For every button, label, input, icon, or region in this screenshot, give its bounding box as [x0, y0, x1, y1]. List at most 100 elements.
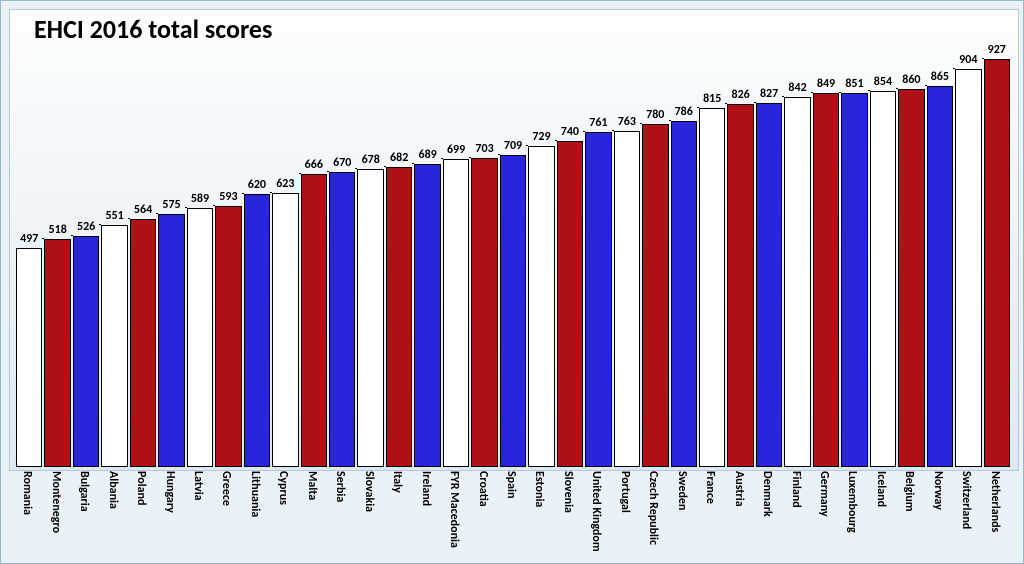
bar: 826: [726, 104, 754, 467]
bar-fill: [870, 91, 896, 467]
bar: 780: [641, 124, 669, 467]
bar-fill: [500, 155, 526, 467]
bar-value-label: 689: [418, 148, 436, 162]
bar-fill: [101, 225, 127, 467]
chart-container: EHCI 2016 total scores 49751852655156457…: [0, 0, 1024, 564]
bar-value-label: 526: [77, 220, 95, 234]
bar: 849: [812, 93, 840, 467]
x-axis-label: Belgium: [902, 471, 916, 512]
bar: 786: [670, 121, 698, 467]
bar: 740: [556, 141, 584, 467]
bar: 703: [470, 158, 498, 467]
x-axis-label: Luxembourg: [845, 471, 859, 533]
bar-fill: [73, 236, 99, 467]
x-axis-label: Romania: [20, 471, 34, 515]
bar-fill: [272, 193, 298, 467]
bars-layer: 4975185265515645755895936206236666706786…: [9, 27, 1017, 467]
bar-fill: [386, 167, 412, 467]
bar-fill: [16, 248, 42, 467]
bar-fill: [984, 59, 1010, 467]
bar: 927: [983, 59, 1011, 467]
x-axis-label: Finland: [789, 471, 803, 508]
bar-value-label: 860: [902, 73, 920, 87]
bar-value-label: 623: [276, 177, 294, 191]
x-axis-label: France: [703, 471, 717, 504]
bar-fill: [784, 97, 810, 467]
bar-value-label: 851: [845, 77, 863, 91]
bar-value-label: 865: [931, 70, 949, 84]
bar-fill: [44, 239, 70, 467]
bar: 699: [442, 159, 470, 467]
bar-value-label: 589: [191, 192, 209, 206]
bar-value-label: 551: [105, 209, 123, 223]
x-axis-label: Montenegro: [49, 471, 63, 533]
x-axis-label: Portugal: [618, 471, 632, 513]
x-axis-label: Bulgaria: [77, 471, 91, 512]
bar-value-label: 564: [134, 203, 152, 217]
bar: 620: [243, 194, 271, 467]
bar-value-label: 842: [788, 81, 806, 95]
bar: 593: [214, 206, 242, 467]
bar: 575: [157, 214, 185, 467]
x-axis-label: FYR Macedonia: [447, 471, 461, 548]
bar-value-label: 827: [760, 87, 778, 101]
bar: 497: [15, 248, 43, 467]
bar-fill: [671, 121, 697, 467]
bar: 551: [100, 225, 128, 467]
bar-fill: [215, 206, 241, 467]
bar-value-label: 682: [390, 151, 408, 165]
bar-fill: [841, 93, 867, 467]
bar: 815: [698, 108, 726, 467]
x-axis-label: Croatia: [476, 471, 490, 507]
bar-fill: [557, 141, 583, 467]
bar-fill: [727, 104, 753, 467]
bar: 854: [869, 91, 897, 467]
bar-fill: [528, 146, 554, 467]
x-axis-label: Greece: [219, 471, 233, 506]
x-axis-label: Switzerland: [959, 471, 973, 529]
bar-fill: [187, 208, 213, 467]
bar-fill: [244, 194, 270, 467]
bar-value-label: 620: [248, 178, 266, 192]
bar-fill: [898, 89, 924, 467]
bar-fill: [585, 132, 611, 467]
bar-fill: [471, 158, 497, 467]
bar: 666: [300, 174, 328, 467]
x-axis-label: Iceland: [874, 471, 888, 507]
x-axis-label: Slovenia: [561, 471, 575, 513]
bar-value-label: 593: [219, 190, 237, 204]
bar-value-label: 709: [504, 139, 522, 153]
bar-fill: [614, 131, 640, 467]
bar-fill: [329, 172, 355, 467]
x-axis-label: Lithuania: [248, 471, 262, 517]
bar-value-label: 826: [732, 88, 750, 102]
x-axis-label: Denmark: [760, 471, 774, 517]
bar-fill: [158, 214, 184, 467]
x-axis-label: Austria: [732, 471, 746, 507]
x-axis-label: Ireland: [419, 471, 433, 506]
bar: 860: [897, 89, 925, 467]
x-axis-label: Germany: [817, 471, 831, 517]
bar-value-label: 780: [646, 108, 664, 122]
bar-value-label: 699: [447, 143, 465, 157]
bar-value-label: 666: [305, 158, 323, 172]
bar-value-label: 927: [988, 43, 1006, 57]
bar-value-label: 815: [703, 92, 721, 106]
bar: 670: [328, 172, 356, 467]
bar: 865: [926, 86, 954, 467]
x-axis-label: Netherlands: [988, 471, 1002, 532]
bar-value-label: 497: [20, 232, 38, 246]
bar: 842: [783, 97, 811, 467]
bar-fill: [443, 159, 469, 467]
bar-value-label: 786: [675, 105, 693, 119]
bar-value-label: 678: [362, 153, 380, 167]
bar-value-label: 703: [475, 142, 493, 156]
bar-value-label: 670: [333, 156, 351, 170]
bar-fill: [699, 108, 725, 467]
x-axis-label: Sweden: [675, 471, 689, 510]
bar-fill: [642, 124, 668, 467]
bar-value-label: 575: [162, 198, 180, 212]
bar: 729: [527, 146, 555, 467]
bar-value-label: 763: [618, 115, 636, 129]
bar: 623: [271, 193, 299, 467]
